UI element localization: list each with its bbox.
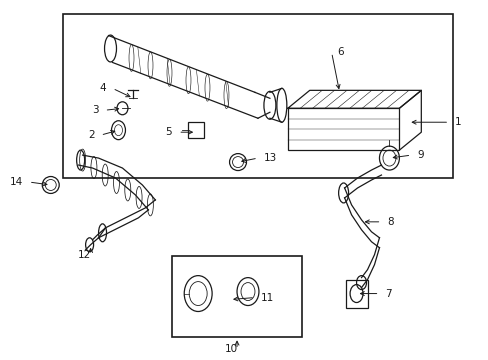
Text: 4: 4 [100,84,106,93]
Text: 10: 10 [224,345,237,354]
Text: 2: 2 [88,130,94,140]
Text: 7: 7 [385,289,391,298]
Bar [345,280,367,307]
Bar [62,14,452,178]
Text: 14: 14 [10,177,23,187]
Bar [188,122,203,138]
Text: 3: 3 [92,105,99,115]
Text: 11: 11 [261,293,274,302]
Text: 9: 9 [416,150,423,160]
Text: 8: 8 [386,217,393,227]
Text: 5: 5 [165,127,172,137]
Bar [287,108,399,150]
Text: 1: 1 [454,117,461,127]
Text: 6: 6 [337,48,344,58]
Text: 12: 12 [78,250,91,260]
Text: 13: 13 [264,153,277,163]
Bar [172,256,301,337]
